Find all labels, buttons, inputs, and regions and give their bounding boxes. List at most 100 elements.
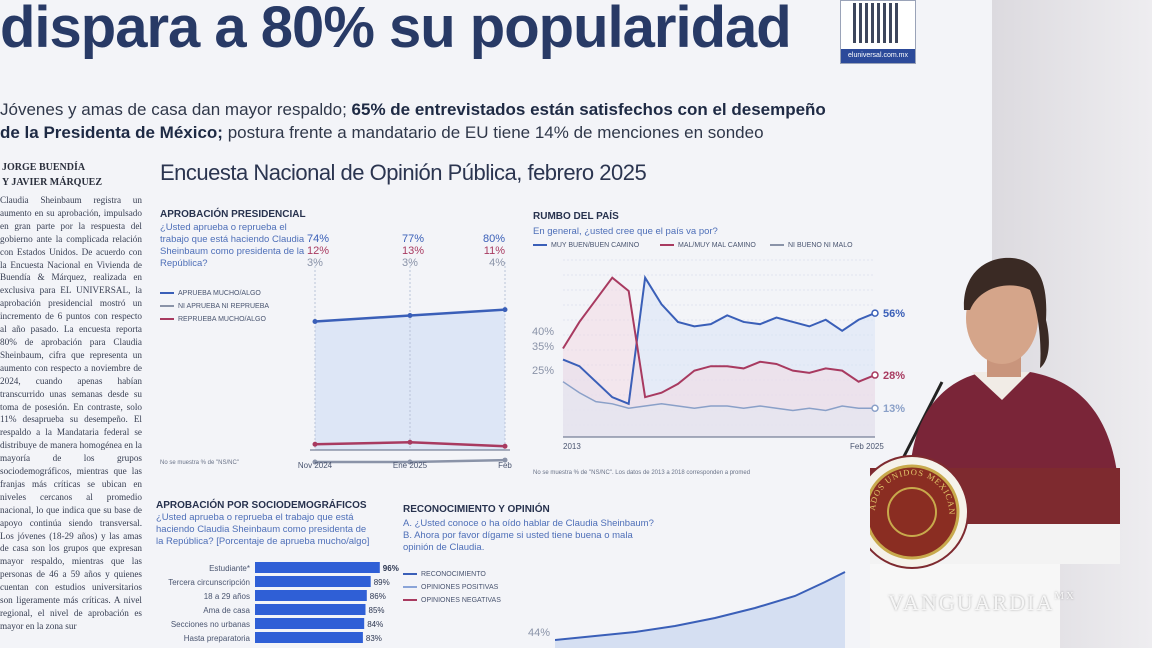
rumbo-label: RUMBO DEL PAÍS (533, 211, 619, 222)
rumbo-question: En general, ¿usted cree que el país va p… (533, 226, 718, 237)
reconocimiento-start-value: 44% (528, 627, 551, 639)
rumbo-tick-label: Feb 2025 (850, 442, 884, 451)
subtitle-bold: 65% de entrevistados están satisfechos c… (0, 100, 826, 142)
socio-value-label: 84% (367, 620, 383, 629)
rumbo-start-25: 25% (532, 365, 555, 377)
aprobacion-point-reprueba (407, 439, 413, 445)
reconocimiento-question-a: A. ¿Usted conoce o ha oído hablar de Cla… (403, 518, 654, 529)
aprobacion-value-label: 77% (402, 233, 424, 245)
socio-category-label: 18 a 29 años (204, 592, 250, 601)
aprobacion-point-reprueba (502, 443, 508, 449)
aprobacion-label: APROBACIÓN PRESIDENCIAL (160, 209, 306, 220)
socio-bar (255, 632, 363, 643)
qr-url: eluniversal.com.mx (841, 49, 915, 63)
socio-bar (255, 562, 380, 573)
speaker-face (966, 272, 1038, 364)
rumbo-start-35: 35% (532, 341, 555, 353)
socio-value-label: 85% (369, 606, 385, 615)
speaker-with-podium: ESTADOS UNIDOS MEXICANOS (870, 250, 1120, 648)
aprobacion-value-label: 3% (402, 257, 418, 269)
byline-author-1: JORGE BUENDÍA (2, 162, 86, 173)
aprobacion-point-ni (407, 459, 413, 465)
aprobacion-point-ni (312, 459, 318, 465)
socio-bar (255, 590, 367, 601)
rumbo-tick-label: 2013 (563, 442, 581, 451)
aprobacion-value-label: 80% (483, 233, 505, 245)
aprobacion-point-aprueba (502, 307, 508, 313)
aprobacion-point-aprueba (312, 318, 318, 324)
aprobacion-tick-label: Ene 2025 (393, 461, 428, 470)
rumbo-end-label-ni-bueno: 13% (883, 403, 905, 415)
aprobacion-value-label: 12% (307, 245, 329, 257)
reconocimiento-label: RECONOCIMIENTO Y OPINIÓN (403, 504, 550, 515)
socio-value-label: 86% (370, 592, 386, 601)
subtitle: Jóvenes y amas de casa dan mayor respald… (0, 98, 840, 144)
socio-category-label: Ama de casa (203, 606, 250, 615)
socio-category-label: Hasta preparatoria (184, 634, 251, 643)
socio-chart: Estudiante* 96% Tercera circunscripción 89%… (168, 562, 399, 643)
socio-value-label: 89% (374, 578, 390, 587)
rumbo-end-label-mal-camino: 28% (883, 370, 905, 382)
seal-emblem (887, 487, 937, 537)
legend-mal-camino: MAL/MUY MAL CAMINO (660, 242, 756, 249)
reconocimiento-area (555, 572, 845, 648)
qr-code: eluniversal.com.mx (840, 0, 916, 64)
projection-screen: dispara a 80% su popularidad eluniversal… (0, 0, 992, 648)
rumbo-line-ni-bueno (562, 381, 875, 412)
reconocimiento-chart (555, 571, 846, 648)
rumbo-chart: 56% 28% 13% 2013 Feb 2025 (562, 259, 905, 451)
aprobacion-note: No se muestra % de "NS/NC" (160, 460, 239, 466)
rumbo-area-ni-bueno (563, 381, 875, 437)
rumbo-note: No se muestra % de "NS/NC". Los datos de… (533, 470, 751, 476)
rumbo-line-buen-camino (562, 274, 876, 406)
qr-pattern-icon (853, 3, 901, 43)
aprobacion-tick-label: Nov 2024 (298, 461, 333, 470)
aprobacion-value-label: 74% (307, 233, 329, 245)
seal-inner (870, 464, 960, 560)
rumbo-endpoint-buen-camino (871, 309, 879, 317)
aprobacion-question: ¿Usted aprueba o reprueba el trabajo que… (160, 222, 305, 269)
rumbo-start-40: 40% (532, 326, 555, 338)
socio-category-label: Tercera circunscripción (168, 578, 250, 587)
aprobacion-point-ni (502, 457, 508, 463)
socio-category-label: Estudiante* (209, 564, 250, 573)
socio-value-label: 83% (366, 634, 382, 643)
subtitle-part1: Jóvenes y amas de casa dan mayor respald… (0, 100, 352, 119)
vanguardia-watermark: VANGUARDIAMX (888, 590, 1076, 615)
rumbo-line-mal-camino (562, 276, 876, 399)
aprobacion-point-aprueba (407, 313, 413, 319)
byline: JORGE BUENDÍA Y JAVIER MÁRQUEZ (2, 160, 102, 190)
aprobacion-point-reprueba (312, 441, 318, 447)
legend-reprueba: REPRUEBA MUCHO/ALGO (160, 316, 266, 323)
subtitle-part2: postura frente a mandatario de EU tiene … (222, 123, 764, 142)
socio-bar (255, 618, 365, 629)
socio-category-label: Secciones no urbanas (171, 620, 250, 629)
legend-ni: NI APRUEBA NI REPRUEBA (160, 303, 269, 310)
aprobacion-value-label: 13% (402, 245, 424, 257)
legend-aprueba: APRUEBA MUCHO/ALGO (160, 290, 261, 297)
survey-title: Encuesta Nacional de Opinión Pública, fe… (160, 160, 647, 185)
rumbo-area-mal-camino (563, 277, 875, 437)
reconocimiento-question-b: B. Ahora por favor dígame si usted tiene… (403, 530, 633, 553)
legend-ni-bueno: NI BUENO NI MALO (770, 242, 853, 249)
rumbo-end-label-buen-camino: 56% (883, 308, 905, 320)
socio-bar (255, 604, 366, 615)
speaker-hair (963, 257, 1049, 368)
aprobacion-value-label: 11% (484, 245, 505, 257)
byline-author-2: Y JAVIER MÁRQUEZ (2, 177, 103, 188)
article-text: Claudia Sheinbaum registra un aumento en… (0, 195, 142, 631)
socio-question: ¿Usted aprueba o reprueba el trabajo que… (156, 512, 370, 547)
headline: dispara a 80% su popularidad (0, 0, 792, 60)
aprobacion-value-label: 4% (489, 257, 505, 269)
rumbo-endpoint-ni-bueno (871, 404, 879, 412)
socio-label: APROBACIÓN POR SOCIODEMOGRÁFICOS (156, 500, 367, 511)
rumbo-endpoint-mal-camino (871, 371, 879, 379)
reconocimiento-line (555, 571, 846, 641)
socio-bar (255, 576, 371, 587)
legend-reconocimiento: RECONOCIMIENTO (403, 571, 486, 578)
speaker-collar (972, 372, 1030, 400)
podium-base (870, 564, 1060, 648)
legend-negativas: OPINIONES NEGATIVAS (403, 597, 501, 604)
legend-buen-camino: MUY BUEN/BUEN CAMINO (533, 242, 639, 249)
